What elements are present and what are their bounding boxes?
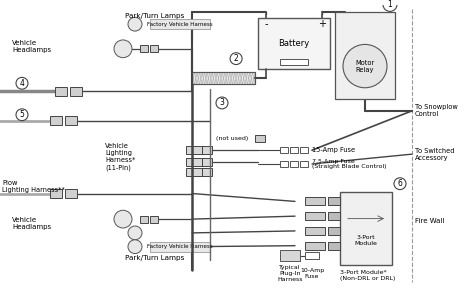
Bar: [328, 227, 340, 235]
Text: 3: 3: [219, 98, 224, 108]
Text: Typical
Plug-In
Harness: Typical Plug-In Harness: [277, 265, 303, 282]
Text: 1: 1: [388, 0, 392, 9]
Bar: [186, 168, 202, 176]
Bar: [305, 242, 325, 250]
Bar: [328, 212, 340, 220]
Text: Fire Wall: Fire Wall: [415, 218, 444, 224]
Text: 6: 6: [398, 179, 402, 188]
Bar: [140, 45, 148, 52]
Bar: [65, 116, 77, 125]
Circle shape: [128, 17, 142, 31]
Bar: [150, 216, 158, 222]
Bar: [202, 158, 212, 166]
Circle shape: [128, 226, 142, 240]
Bar: [186, 158, 202, 166]
Circle shape: [16, 109, 28, 121]
Circle shape: [383, 0, 397, 11]
Text: 7.5-Amp Fuse
(Straight Blade Control): 7.5-Amp Fuse (Straight Blade Control): [312, 159, 386, 169]
Bar: [255, 135, 265, 142]
Text: To Switched
Accessory: To Switched Accessory: [415, 148, 455, 161]
Text: Battery: Battery: [278, 39, 310, 48]
Text: 15-Amp Fuse: 15-Amp Fuse: [312, 147, 355, 153]
Bar: [140, 216, 148, 222]
Bar: [328, 242, 340, 250]
Bar: [202, 146, 212, 154]
Text: 5: 5: [19, 110, 25, 119]
Text: Motor
Relay: Motor Relay: [356, 59, 374, 72]
Text: 4: 4: [19, 79, 25, 88]
Bar: [305, 197, 325, 205]
Text: Factory Vehicle Harness: Factory Vehicle Harness: [147, 244, 213, 249]
Circle shape: [114, 40, 132, 58]
Bar: [300, 161, 308, 167]
Text: Plow
Lighting Harness**: Plow Lighting Harness**: [2, 180, 65, 193]
Bar: [305, 252, 319, 259]
Text: 2: 2: [234, 54, 238, 63]
Text: 3-Port Module*
(Non-DRL or DRL): 3-Port Module* (Non-DRL or DRL): [340, 270, 395, 281]
Bar: [280, 59, 308, 65]
Circle shape: [128, 240, 142, 253]
Text: 10-Amp
Fuse: 10-Amp Fuse: [300, 268, 324, 279]
Text: +: +: [318, 19, 326, 29]
Text: To Snowplow
Control: To Snowplow Control: [415, 104, 458, 117]
Bar: [290, 161, 298, 167]
Text: Vehicle
Headlamps: Vehicle Headlamps: [12, 217, 51, 230]
Bar: [70, 87, 82, 96]
Bar: [305, 212, 325, 220]
Bar: [340, 192, 392, 265]
Bar: [192, 72, 255, 84]
Bar: [192, 72, 255, 84]
Bar: [50, 189, 62, 198]
Circle shape: [114, 210, 132, 228]
Bar: [328, 197, 340, 205]
Text: Factory Vehicle Harness: Factory Vehicle Harness: [147, 22, 213, 27]
Bar: [335, 12, 395, 99]
Text: Vehicle
Lighting
Harness*
(11-Pin): Vehicle Lighting Harness* (11-Pin): [105, 143, 136, 171]
Bar: [150, 19, 210, 29]
Circle shape: [343, 44, 387, 88]
Bar: [150, 45, 158, 52]
Bar: [300, 147, 308, 153]
Bar: [65, 189, 77, 198]
Text: Park/Turn Lamps: Park/Turn Lamps: [125, 13, 185, 19]
Bar: [258, 18, 330, 70]
Bar: [280, 161, 288, 167]
Text: (not used): (not used): [216, 136, 248, 141]
Bar: [280, 250, 300, 262]
Bar: [150, 242, 210, 252]
Text: -: -: [264, 19, 268, 29]
Bar: [305, 227, 325, 235]
Bar: [202, 168, 212, 176]
Bar: [280, 147, 288, 153]
Circle shape: [16, 77, 28, 89]
Bar: [186, 146, 202, 154]
Text: Vehicle
Headlamps: Vehicle Headlamps: [12, 40, 51, 53]
Text: 3-Port
Module: 3-Port Module: [355, 235, 377, 246]
Text: Park/Turn Lamps: Park/Turn Lamps: [125, 255, 185, 262]
Bar: [55, 87, 67, 96]
Circle shape: [216, 97, 228, 109]
Circle shape: [230, 53, 242, 65]
Bar: [50, 116, 62, 125]
Circle shape: [394, 178, 406, 190]
Bar: [290, 147, 298, 153]
